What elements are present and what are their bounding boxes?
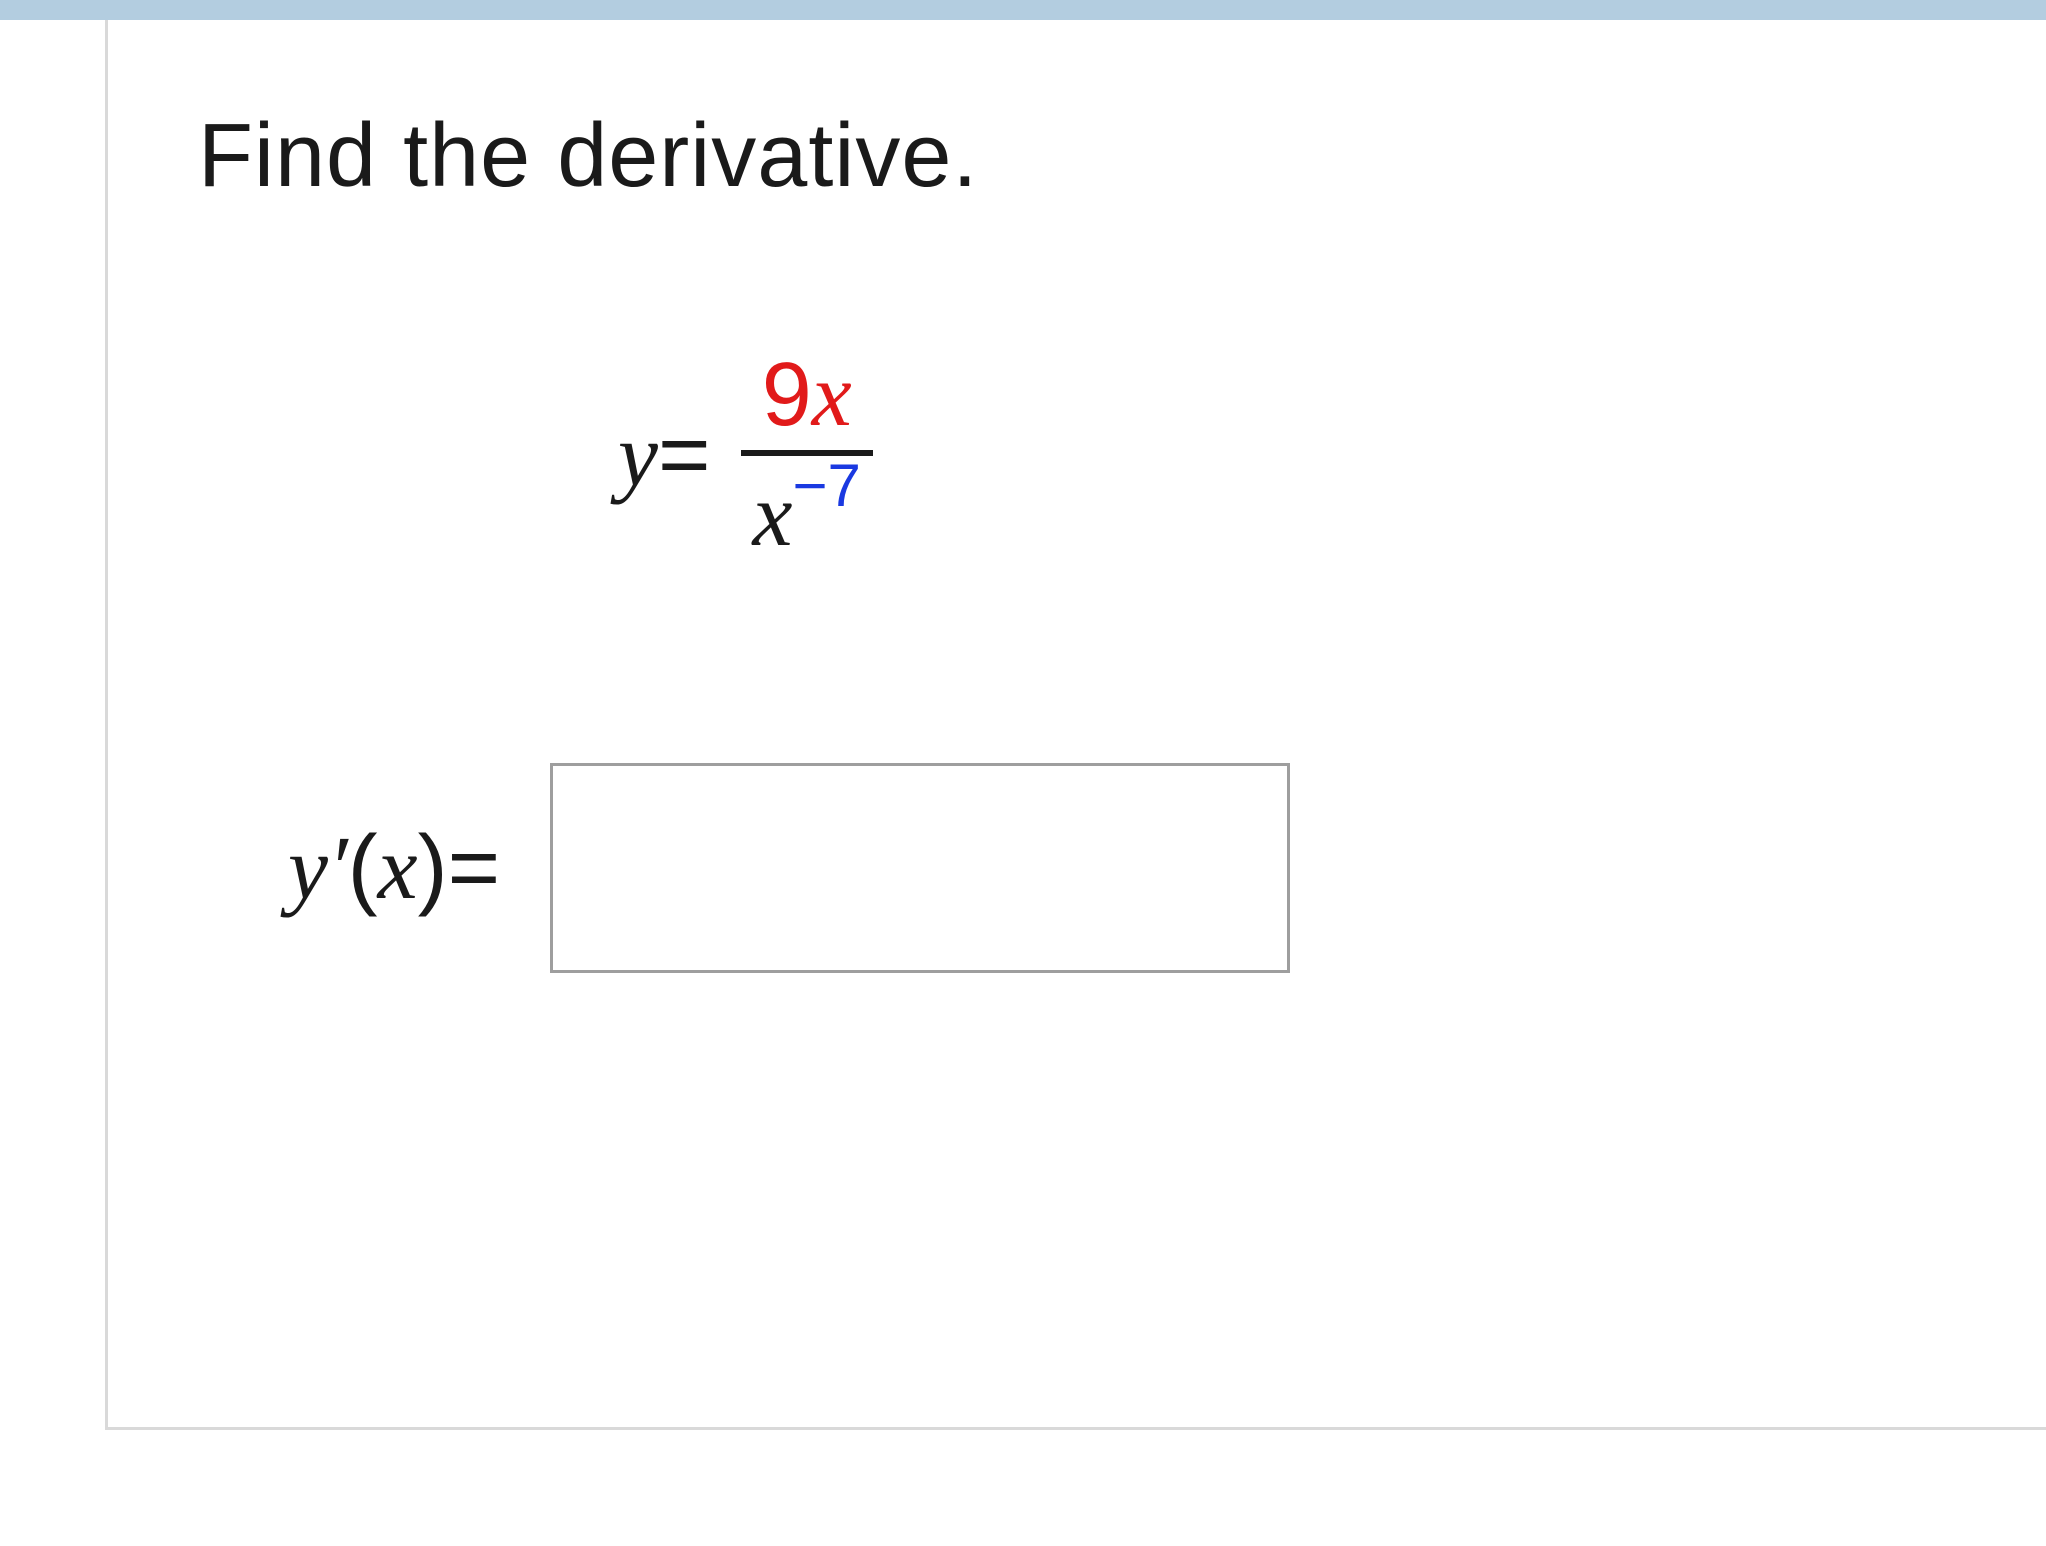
equals-sign: = <box>658 404 711 507</box>
fraction-numerator: 9x <box>750 348 864 450</box>
answer-function-name: y <box>288 819 328 918</box>
equation-lhs-variable: y <box>618 404 658 507</box>
paren-open: ( <box>348 818 378 918</box>
answer-lhs: y′(x) <box>288 817 448 920</box>
derivative-answer-input[interactable] <box>550 763 1290 973</box>
answer-equals: = <box>448 817 501 920</box>
paren-close: ) <box>418 818 448 918</box>
numerator-coefficient: 9 <box>762 345 812 445</box>
numerator-variable: x <box>812 346 852 445</box>
top-accent-bar <box>0 0 2046 20</box>
denominator-exponent: −7 <box>792 452 860 519</box>
answer-row: y′(x) = <box>198 763 1976 973</box>
fraction-denominator: x−7 <box>741 456 873 564</box>
answer-arg-variable: x <box>378 819 418 918</box>
question-content: Find the derivative. y = 9x x−7 y′(x) = <box>108 20 2046 1033</box>
question-panel: Find the derivative. y = 9x x−7 y′(x) = <box>105 20 2046 1430</box>
equation-definition: y = 9x x−7 <box>198 348 1976 563</box>
denominator-variable: x <box>753 466 793 565</box>
prime-symbol: ′ <box>328 819 348 918</box>
question-prompt: Find the derivative. <box>198 105 1976 208</box>
fraction: 9x x−7 <box>741 348 873 563</box>
